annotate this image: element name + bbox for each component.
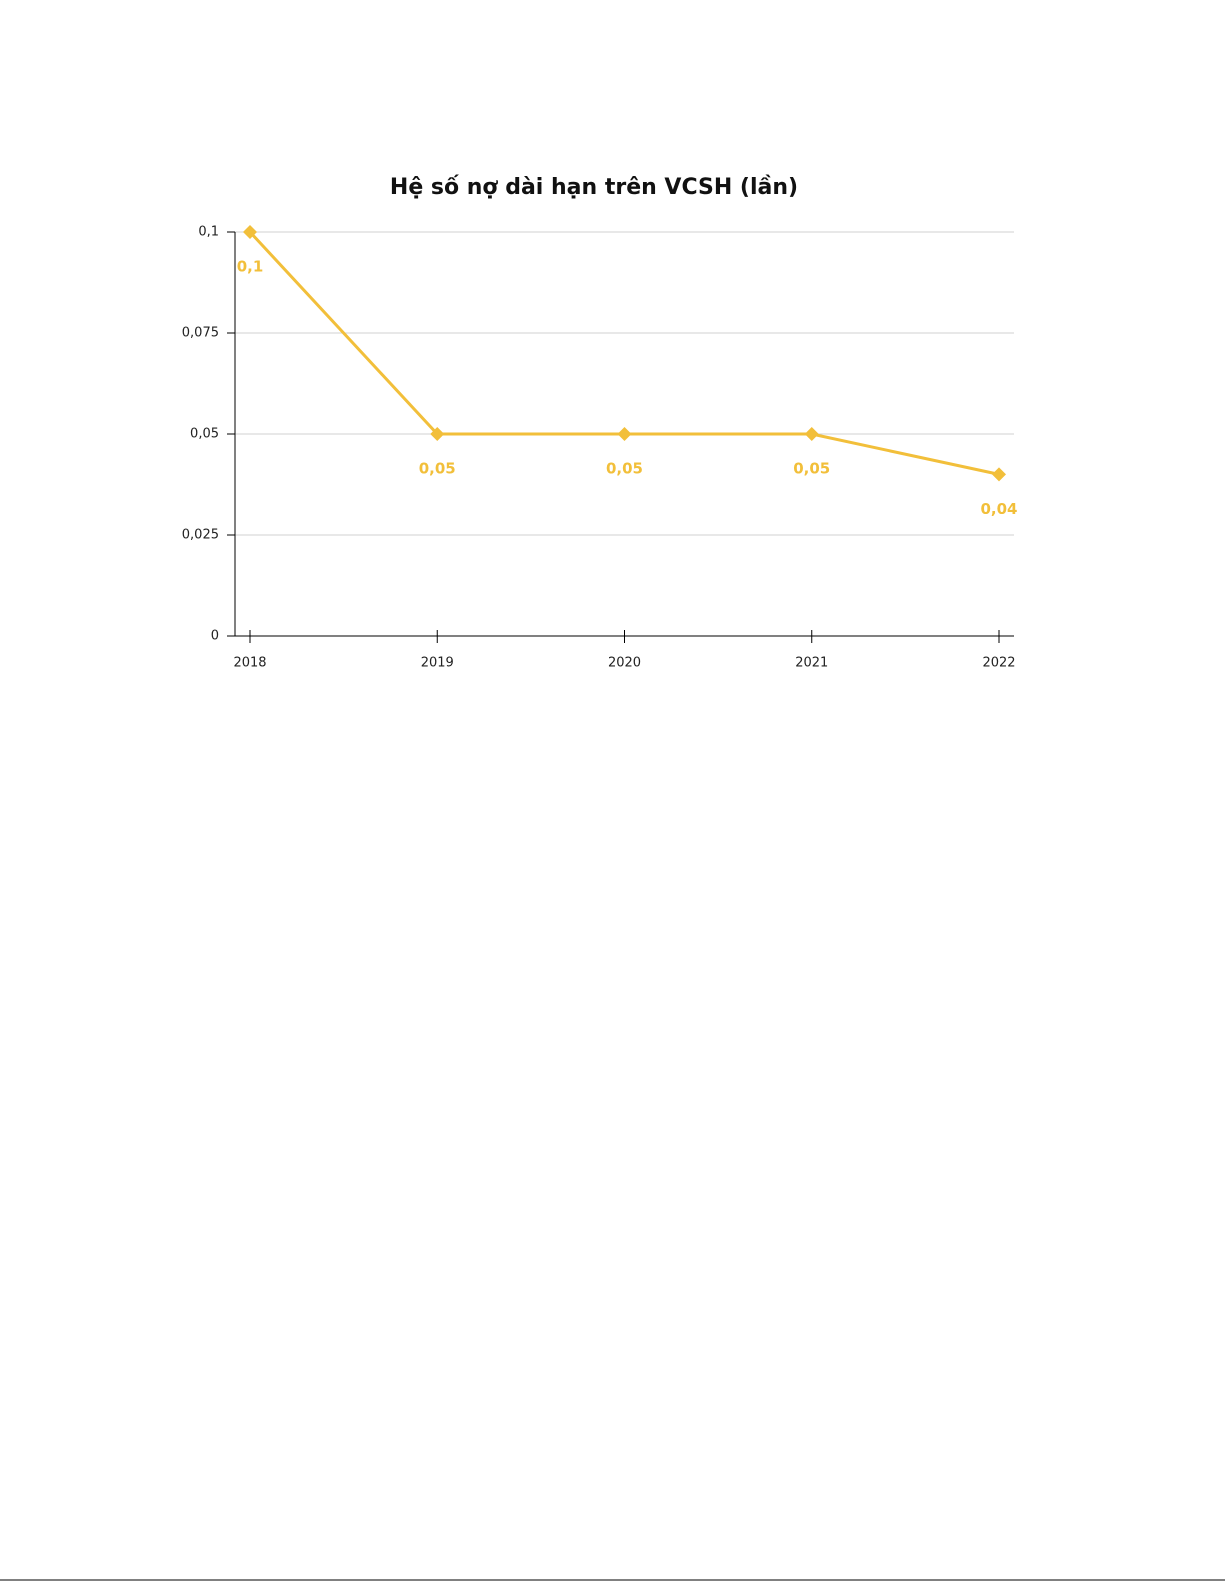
y-tick-label: 0,025 bbox=[182, 528, 219, 543]
data-label: 0,05 bbox=[606, 460, 643, 478]
marker bbox=[430, 427, 445, 441]
data-label: 0,05 bbox=[793, 460, 830, 478]
data-label: 0,1 bbox=[237, 258, 264, 276]
data-label: 0,05 bbox=[419, 460, 456, 478]
y-tick-label: 0 bbox=[211, 629, 219, 644]
x-tick-label: 2019 bbox=[421, 656, 454, 671]
x-tick-label: 2022 bbox=[982, 656, 1015, 671]
y-tick-label: 0,05 bbox=[190, 427, 219, 442]
x-tick-label: 2018 bbox=[233, 656, 266, 671]
y-tick-label: 0,075 bbox=[182, 326, 219, 341]
marker bbox=[804, 427, 819, 441]
x-tick-label: 2020 bbox=[608, 656, 641, 671]
x-tick-label: 2021 bbox=[795, 656, 828, 671]
marker bbox=[243, 225, 257, 239]
marker bbox=[617, 427, 632, 441]
marker bbox=[992, 467, 1006, 482]
data-label: 0,04 bbox=[980, 500, 1017, 518]
chart-title: Hệ số nợ dài hạn trên VCSH (lần) bbox=[390, 175, 798, 200]
y-tick-label: 0,1 bbox=[198, 225, 219, 240]
